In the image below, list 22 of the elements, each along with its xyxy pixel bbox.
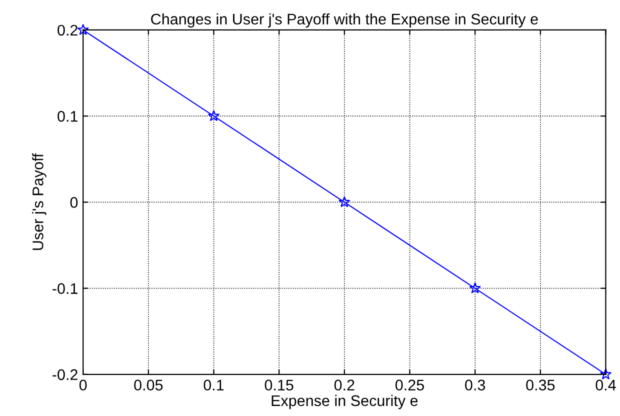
point xyxy=(208,110,220,122)
x-tick-label: 0.25 xyxy=(395,380,424,390)
x-tick-label: 0.05 xyxy=(134,380,163,390)
x-tick-label: 0.2 xyxy=(334,380,354,390)
x-tick-label: 0.1 xyxy=(204,380,224,390)
y-tick-label: 0 xyxy=(70,197,78,208)
point xyxy=(338,196,350,208)
y-tick-label: 0.2 xyxy=(58,24,78,36)
point xyxy=(469,282,481,294)
x-tick-label: 0.3 xyxy=(465,380,486,390)
x-tick-label: 0.15 xyxy=(264,380,294,390)
y-axis-title: User j's Payoff xyxy=(32,153,46,250)
chart-title: Changes in User j's Payoff with the Expense in Security e xyxy=(151,13,538,28)
x-tick-label: 0 xyxy=(79,380,87,390)
x-tick-label: 0.4 xyxy=(596,380,616,390)
y-tick-label: 0.1 xyxy=(58,110,78,122)
point xyxy=(77,24,89,35)
point xyxy=(600,368,612,380)
y-tick-label: -0.1 xyxy=(52,283,78,294)
y-tick-label: -0.2 xyxy=(52,369,78,380)
x-axis-title: Expense in Security e xyxy=(272,394,418,410)
x-tick-label: 0.35 xyxy=(526,380,555,390)
